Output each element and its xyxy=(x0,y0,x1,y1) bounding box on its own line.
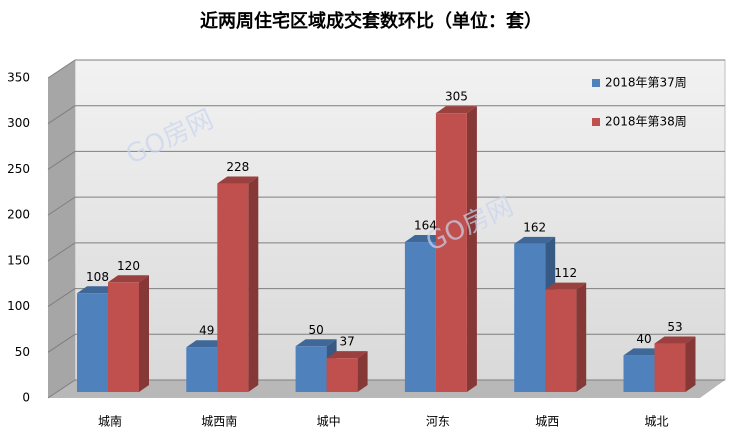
value-label: 50 xyxy=(308,323,323,337)
value-label: 305 xyxy=(445,90,468,104)
legend-label: 2018年第37周 xyxy=(605,76,687,90)
grid-line xyxy=(47,288,76,307)
value-label: 108 xyxy=(86,270,109,284)
bar-front xyxy=(108,282,139,392)
bar xyxy=(326,351,368,392)
bar-top xyxy=(217,176,259,184)
bar-top xyxy=(623,348,665,356)
bar-top xyxy=(404,235,446,243)
bar xyxy=(217,176,259,392)
bar-front xyxy=(295,346,327,392)
bar-front xyxy=(217,183,249,392)
bar-side xyxy=(357,351,368,392)
value-label: 53 xyxy=(667,320,682,334)
y-tick-label: 150 xyxy=(7,253,30,267)
bar-front xyxy=(545,289,577,392)
grid-line xyxy=(47,151,76,170)
bar-top xyxy=(435,106,477,114)
value-label: 37 xyxy=(339,335,354,349)
bar-front xyxy=(435,113,467,393)
y-tick-label: 350 xyxy=(7,71,30,85)
bar-side xyxy=(248,176,259,392)
bar xyxy=(435,106,477,393)
y-tick-label: 0 xyxy=(22,391,30,405)
bar-top xyxy=(514,236,556,244)
x-tick-label: 城西 xyxy=(535,415,559,429)
floor xyxy=(48,380,725,398)
bar xyxy=(545,282,587,392)
value-label: 40 xyxy=(636,332,651,346)
grid-line xyxy=(47,379,76,399)
bar-front xyxy=(623,355,655,392)
x-tick-label: 城南 xyxy=(98,414,122,429)
chart-title: 近两周住宅区域成交套数环比（单位：套） xyxy=(200,10,542,32)
value-label: 164 xyxy=(414,219,437,233)
grid-line xyxy=(47,196,76,216)
y-tick-label: 50 xyxy=(15,345,30,359)
legend-swatch xyxy=(592,79,600,87)
y-tick-label: 300 xyxy=(7,116,30,130)
bar-top xyxy=(326,351,368,359)
value-label: 49 xyxy=(199,324,214,338)
grid-line xyxy=(47,59,76,79)
grid-line xyxy=(47,105,76,125)
bar-top xyxy=(654,336,696,344)
x-tick-label: 城中 xyxy=(317,414,341,429)
bar-side xyxy=(139,275,149,392)
bar-top xyxy=(545,282,587,290)
bar-front xyxy=(514,243,546,392)
y-tick-label: 200 xyxy=(7,208,30,222)
bar-side xyxy=(685,336,696,392)
back-wall xyxy=(74,59,726,381)
bar-side xyxy=(576,282,587,392)
x-tick-label: 城北 xyxy=(644,415,668,429)
x-tick-label: 河东 xyxy=(426,415,450,429)
bar-side xyxy=(466,106,477,393)
bar xyxy=(108,275,149,392)
bar-top xyxy=(295,339,337,347)
y-tick-label: 100 xyxy=(7,299,30,313)
value-label: 228 xyxy=(226,160,249,174)
bar-top xyxy=(108,275,149,283)
bar-front xyxy=(326,358,358,392)
value-label: 162 xyxy=(523,220,546,234)
grid-line xyxy=(47,242,76,262)
bar xyxy=(654,336,696,392)
bar-front xyxy=(404,242,436,392)
y-tick-label: 250 xyxy=(7,162,30,176)
side-wall xyxy=(48,60,75,398)
bar-top xyxy=(77,286,118,294)
bar-front xyxy=(77,293,108,392)
value-label: 112 xyxy=(554,266,577,280)
grid-line xyxy=(47,333,76,353)
x-tick-label: 城西南 xyxy=(201,414,237,429)
value-label: 120 xyxy=(117,259,140,273)
bar-front xyxy=(654,343,686,392)
bar-front xyxy=(186,347,218,392)
legend-swatch xyxy=(592,118,600,126)
legend-label: 2018年第38周 xyxy=(605,115,687,129)
bar-top xyxy=(186,340,228,348)
